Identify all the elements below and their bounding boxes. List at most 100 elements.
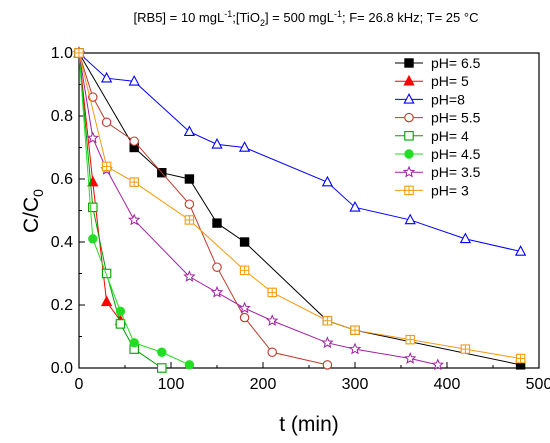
legend-label: pH= 3 — [431, 182, 469, 198]
y-axis-label-sub: 0 — [30, 189, 46, 197]
data-point — [157, 347, 167, 357]
data-point — [238, 141, 251, 152]
legend-label: pH=8 — [431, 91, 465, 107]
legend-marker — [404, 112, 414, 123]
data-point — [115, 306, 126, 316]
series-line — [78, 52, 190, 366]
title-part-d: ; F= 26.8 kHz; T= 25 °C — [342, 10, 478, 25]
y-tick-label: 0.8 — [51, 108, 73, 125]
title-part-a-sup: -1 — [224, 9, 232, 19]
y-tick-label: 0.0 — [51, 360, 73, 377]
title-part-c-sup: -1 — [334, 9, 342, 19]
y-axis-label: C/C0 — [20, 189, 46, 233]
title-part-b-sub: 2 — [260, 18, 265, 28]
data-point — [88, 234, 98, 244]
data-point — [74, 48, 84, 58]
data-point — [101, 161, 112, 172]
title-part-c: ] = 500 mgL — [265, 10, 334, 25]
title-part-a: [RB5] = 10 mgL — [134, 10, 225, 25]
data-point — [184, 174, 195, 184]
legend-marker — [404, 149, 414, 159]
data-point — [322, 315, 333, 326]
data-point — [321, 175, 334, 187]
x-tick-label: 200 — [250, 376, 277, 393]
data-point — [212, 262, 222, 272]
data-point — [157, 363, 167, 373]
y-tick-label: 0.6 — [51, 171, 73, 188]
x-tick-label: 500 — [526, 376, 550, 393]
data-point — [404, 352, 417, 364]
legend-marker — [404, 185, 414, 196]
series-6 — [72, 46, 444, 371]
data-point — [115, 319, 126, 329]
legend-item: pH= 3 — [395, 182, 469, 198]
data-point — [404, 213, 416, 225]
data-point — [184, 199, 195, 209]
legend-marker — [404, 58, 414, 68]
legend-label: pH= 6.5 — [431, 55, 481, 71]
data-point — [183, 270, 196, 282]
data-point — [239, 237, 250, 247]
data-point — [101, 268, 112, 279]
data-point — [266, 314, 279, 327]
legend-item: pH= 5.5 — [395, 110, 481, 126]
data-point — [128, 213, 141, 226]
legend-marker — [403, 93, 415, 104]
data-point — [405, 334, 415, 345]
series-layer — [72, 46, 527, 373]
data-point — [212, 218, 222, 228]
data-point — [88, 202, 98, 213]
y-tick-label: 0.2 — [51, 297, 73, 314]
data-point — [350, 325, 360, 335]
legend-label: pH= 3.5 — [431, 164, 481, 180]
legend-item: pH= 3.5 — [395, 164, 481, 180]
legend-label: pH= 4 — [431, 128, 469, 144]
legend-marker — [403, 74, 415, 86]
legend-label: pH= 5 — [431, 73, 469, 89]
data-point — [514, 245, 527, 256]
legend-item: pH= 4 — [395, 128, 469, 144]
x-tick-label: 100 — [158, 376, 185, 393]
legend-marker — [402, 165, 416, 178]
data-point — [238, 301, 251, 314]
y-tick-label: 1.0 — [51, 45, 73, 62]
x-axis-label: t (min) — [279, 413, 339, 436]
legend-label: pH= 4.5 — [431, 146, 481, 162]
data-point — [267, 287, 277, 298]
data-point — [267, 347, 277, 357]
data-point — [184, 215, 195, 225]
data-point — [101, 117, 112, 128]
legend: pH= 6.5 pH= 5 pH=8 pH= 5.5 pH= 4 pH= 4.5 pH= 3… — [395, 55, 481, 198]
data-point — [239, 312, 250, 323]
data-point — [87, 175, 99, 187]
legend-item: pH= 5 — [395, 73, 469, 89]
x-tick-label: 0 — [75, 376, 84, 393]
data-point — [210, 285, 224, 298]
data-point — [460, 344, 471, 354]
y-axis-label-main: C/C — [20, 197, 43, 233]
data-point — [239, 265, 250, 276]
series-7 — [74, 48, 526, 364]
data-point — [349, 200, 361, 212]
chart-title: [RB5] = 10 mgL-1;[TiO2] = 500 mgL-1; F= … — [134, 9, 479, 28]
data-point — [459, 232, 472, 244]
legend-label: pH= 5.5 — [431, 110, 481, 126]
data-point — [183, 125, 196, 136]
data-point — [322, 360, 333, 370]
data-point — [129, 177, 139, 187]
data-point — [100, 295, 113, 307]
x-tick-label: 300 — [342, 376, 369, 393]
legend-marker — [404, 131, 414, 141]
data-point — [211, 137, 223, 149]
x-tick-label: 400 — [434, 376, 461, 393]
legend-item: pH=8 — [395, 91, 465, 107]
data-point — [128, 74, 140, 86]
data-point — [184, 360, 195, 370]
series-3 — [74, 48, 333, 370]
title-part-b: ;[TiO — [232, 10, 260, 25]
series-line — [78, 52, 328, 366]
data-point — [100, 71, 113, 83]
data-point — [129, 338, 139, 348]
data-point — [86, 131, 99, 144]
